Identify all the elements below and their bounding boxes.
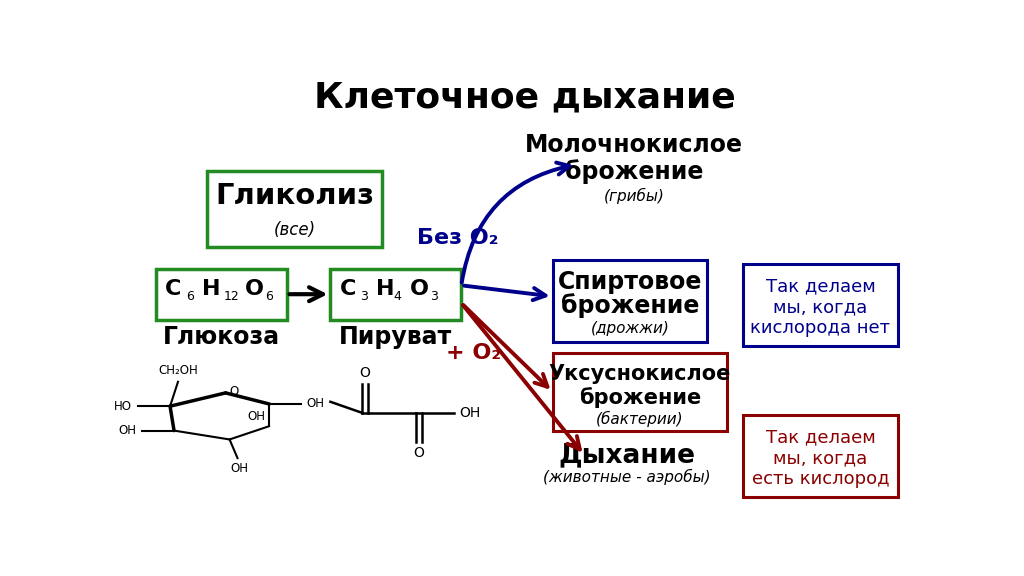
Text: (животные - аэробы): (животные - аэробы) bbox=[543, 469, 711, 485]
Text: Пируват: Пируват bbox=[339, 325, 453, 350]
Text: 6: 6 bbox=[265, 290, 273, 304]
Text: OH: OH bbox=[306, 397, 325, 411]
Text: OH: OH bbox=[460, 406, 481, 420]
FancyBboxPatch shape bbox=[743, 264, 898, 346]
Text: мы, когда: мы, когда bbox=[773, 449, 867, 467]
FancyBboxPatch shape bbox=[743, 415, 898, 497]
Text: HO: HO bbox=[114, 400, 132, 412]
Text: O: O bbox=[229, 385, 239, 398]
Text: H: H bbox=[202, 279, 220, 299]
Text: есть кислород: есть кислород bbox=[752, 470, 889, 488]
Text: OH: OH bbox=[118, 424, 136, 437]
Text: 3: 3 bbox=[360, 290, 369, 304]
Text: + О₂: + О₂ bbox=[445, 343, 501, 363]
Text: Молочнокислое: Молочнокислое bbox=[525, 132, 743, 157]
Text: OH: OH bbox=[230, 461, 248, 475]
Text: 3: 3 bbox=[430, 290, 438, 304]
FancyBboxPatch shape bbox=[553, 260, 708, 342]
Text: H: H bbox=[377, 279, 395, 299]
Text: 6: 6 bbox=[186, 290, 194, 304]
Text: брожение: брожение bbox=[561, 293, 699, 318]
Text: Уксуснокислое: Уксуснокислое bbox=[549, 364, 731, 384]
Text: Так делаем: Так делаем bbox=[766, 278, 876, 295]
Text: O: O bbox=[413, 446, 424, 460]
Text: (бактерии): (бактерии) bbox=[596, 411, 684, 427]
Text: Спиртовое: Спиртовое bbox=[558, 270, 702, 294]
Text: O: O bbox=[245, 279, 263, 299]
Text: C: C bbox=[165, 279, 181, 299]
FancyBboxPatch shape bbox=[553, 353, 727, 431]
Text: Глюкоза: Глюкоза bbox=[163, 325, 280, 350]
Text: Дыхание: Дыхание bbox=[558, 442, 695, 468]
Text: мы, когда: мы, когда bbox=[773, 298, 867, 317]
FancyBboxPatch shape bbox=[156, 268, 287, 320]
Text: OH: OH bbox=[247, 410, 265, 423]
Text: кислорода нет: кислорода нет bbox=[751, 319, 891, 338]
Text: 12: 12 bbox=[223, 290, 239, 304]
Text: O: O bbox=[410, 279, 429, 299]
Text: Без О₂: Без О₂ bbox=[417, 228, 498, 248]
Text: брожение: брожение bbox=[565, 159, 703, 184]
Text: (все): (все) bbox=[273, 221, 315, 239]
Text: 4: 4 bbox=[394, 290, 401, 304]
Text: C: C bbox=[340, 279, 356, 299]
Text: Так делаем: Так делаем bbox=[766, 429, 876, 446]
Text: (грибы): (грибы) bbox=[604, 187, 665, 203]
Text: Гликолиз: Гликолиз bbox=[215, 183, 374, 210]
FancyBboxPatch shape bbox=[331, 268, 462, 320]
Text: (дрожжи): (дрожжи) bbox=[591, 321, 670, 336]
Text: O: O bbox=[359, 366, 370, 380]
Text: брожение: брожение bbox=[579, 386, 701, 408]
Text: CH₂OH: CH₂OH bbox=[158, 365, 198, 377]
FancyBboxPatch shape bbox=[207, 171, 382, 247]
Text: Клеточное дыхание: Клеточное дыхание bbox=[314, 81, 735, 115]
